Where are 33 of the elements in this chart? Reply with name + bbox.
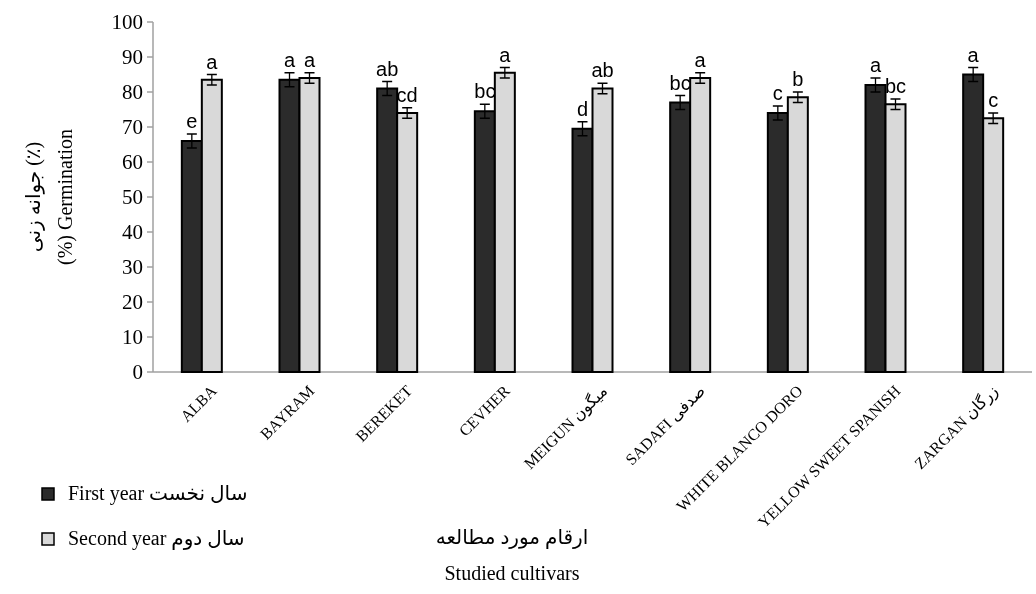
y-tick-label: 50 <box>122 185 143 209</box>
data-label: a <box>283 48 296 71</box>
data-label: a <box>499 43 512 66</box>
data-label: bc <box>884 75 907 97</box>
data-label: e <box>186 110 198 132</box>
y-tick-label: 30 <box>122 255 143 279</box>
y-tick-label: 100 <box>111 10 143 34</box>
y-tick-label: 10 <box>122 325 143 349</box>
y-tick-label: 0 <box>132 360 143 384</box>
data-label: bc <box>474 80 496 103</box>
x-tick-label: MEIGUN میگون <box>519 381 612 474</box>
data-label: a <box>206 50 219 73</box>
legend-label: First year سال نخست <box>68 482 248 505</box>
data-label: cd <box>396 83 418 106</box>
y-tick-label: 60 <box>122 150 143 174</box>
data-label: b <box>792 68 804 90</box>
data-label: c <box>988 89 999 111</box>
data-label: ab <box>591 59 614 82</box>
data-label: a <box>967 43 980 66</box>
y-tick-label: 70 <box>122 115 143 139</box>
y-tick-label: 20 <box>122 290 143 314</box>
y-tick-label: 40 <box>122 220 143 244</box>
data-label: a <box>869 54 882 76</box>
data-label: ab <box>376 57 399 80</box>
data-label: a <box>303 48 316 71</box>
y-tick-label: 90 <box>122 45 143 69</box>
x-tick-label: SADAFI صدفی <box>622 382 709 469</box>
data-label: a <box>694 48 707 71</box>
x-tick-label: ZARGAN زرگان <box>910 381 1003 474</box>
data-label: c <box>772 82 783 104</box>
data-label: d <box>576 97 589 120</box>
y-tick-label: 80 <box>122 80 143 104</box>
legend-label: Second year سال دوم <box>68 527 245 550</box>
